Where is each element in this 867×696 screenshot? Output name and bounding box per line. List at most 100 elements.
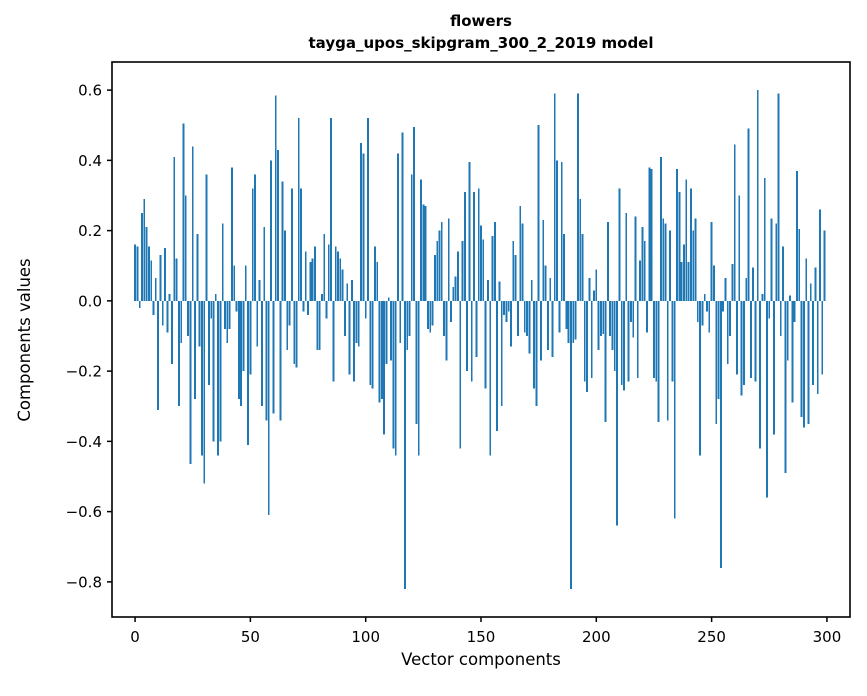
bar [768, 300, 771, 319]
bar [761, 293, 764, 301]
bar [408, 300, 411, 336]
bar [337, 251, 339, 301]
bar [447, 218, 450, 301]
bar [576, 93, 579, 301]
y-tick-label: −0.2 [66, 363, 102, 381]
bar [563, 234, 565, 301]
bar [360, 142, 362, 301]
bar [754, 300, 757, 382]
bar [717, 300, 720, 400]
bar [235, 300, 238, 312]
bar [394, 300, 397, 456]
bar [613, 300, 616, 372]
bar [403, 300, 406, 589]
bar [692, 230, 695, 301]
bar [487, 279, 489, 301]
bar [159, 255, 162, 301]
bar [175, 258, 178, 301]
bar [724, 278, 727, 301]
bar [673, 300, 676, 519]
bar [496, 300, 499, 431]
bar [265, 300, 268, 421]
bar [399, 300, 402, 344]
bar [510, 300, 512, 347]
bar [489, 300, 492, 456]
bar [263, 227, 266, 301]
y-tick-label: 0.0 [78, 292, 102, 310]
bar [593, 290, 595, 301]
y-axis-label: Components values [15, 258, 34, 421]
bar [240, 300, 243, 407]
bar [436, 241, 439, 301]
bar [505, 300, 508, 322]
bar [145, 227, 148, 301]
bar [742, 300, 745, 386]
bar [475, 300, 478, 358]
bar [295, 300, 298, 368]
bar [286, 300, 289, 351]
bar [182, 123, 185, 301]
bar [466, 300, 469, 372]
bar [154, 278, 157, 301]
bar [736, 300, 738, 375]
bar [782, 246, 785, 301]
bar [643, 241, 646, 301]
bar [544, 265, 547, 301]
bar [198, 300, 201, 347]
bar [422, 204, 425, 301]
bar [590, 300, 593, 379]
bar [678, 191, 681, 301]
bar [600, 300, 602, 336]
bar [586, 300, 589, 393]
bar [770, 218, 773, 301]
bar [401, 132, 404, 301]
bar [498, 281, 501, 301]
bar [528, 300, 531, 354]
bar [383, 300, 386, 435]
bar [323, 234, 326, 301]
bar [738, 195, 741, 301]
bar [454, 276, 457, 301]
bar [237, 300, 240, 400]
bar [772, 300, 775, 435]
bar [272, 300, 275, 414]
x-tick-label: 250 [697, 628, 726, 646]
bar [609, 300, 612, 336]
bar [297, 118, 300, 301]
bar [553, 93, 556, 301]
bar [440, 221, 443, 301]
bar [641, 227, 644, 301]
bar [715, 300, 718, 424]
bar [823, 230, 826, 301]
bar [203, 300, 206, 484]
bar [212, 300, 215, 442]
bar [367, 118, 369, 301]
bar [353, 300, 356, 382]
bar [713, 265, 715, 301]
bar [623, 300, 625, 391]
bar [346, 283, 349, 301]
bar [650, 169, 653, 301]
bar [173, 156, 176, 301]
bar [242, 300, 245, 372]
bar [210, 300, 213, 319]
bar [341, 269, 344, 301]
x-tick-label: 300 [813, 628, 842, 646]
bar [339, 258, 342, 301]
bar [816, 300, 819, 394]
bar [231, 167, 233, 301]
bar [445, 300, 448, 361]
bar [540, 300, 542, 361]
y-tick-label: 0.6 [78, 82, 102, 100]
y-tick-label: 0.2 [78, 222, 102, 240]
bar [653, 300, 655, 379]
bar [385, 300, 388, 365]
bar [745, 278, 748, 301]
bar [719, 300, 722, 568]
bar [369, 300, 372, 386]
bar [560, 162, 563, 301]
bar [807, 300, 810, 424]
chart-title-line1: flowers [450, 12, 512, 30]
bar [247, 300, 249, 445]
bar [392, 300, 395, 449]
